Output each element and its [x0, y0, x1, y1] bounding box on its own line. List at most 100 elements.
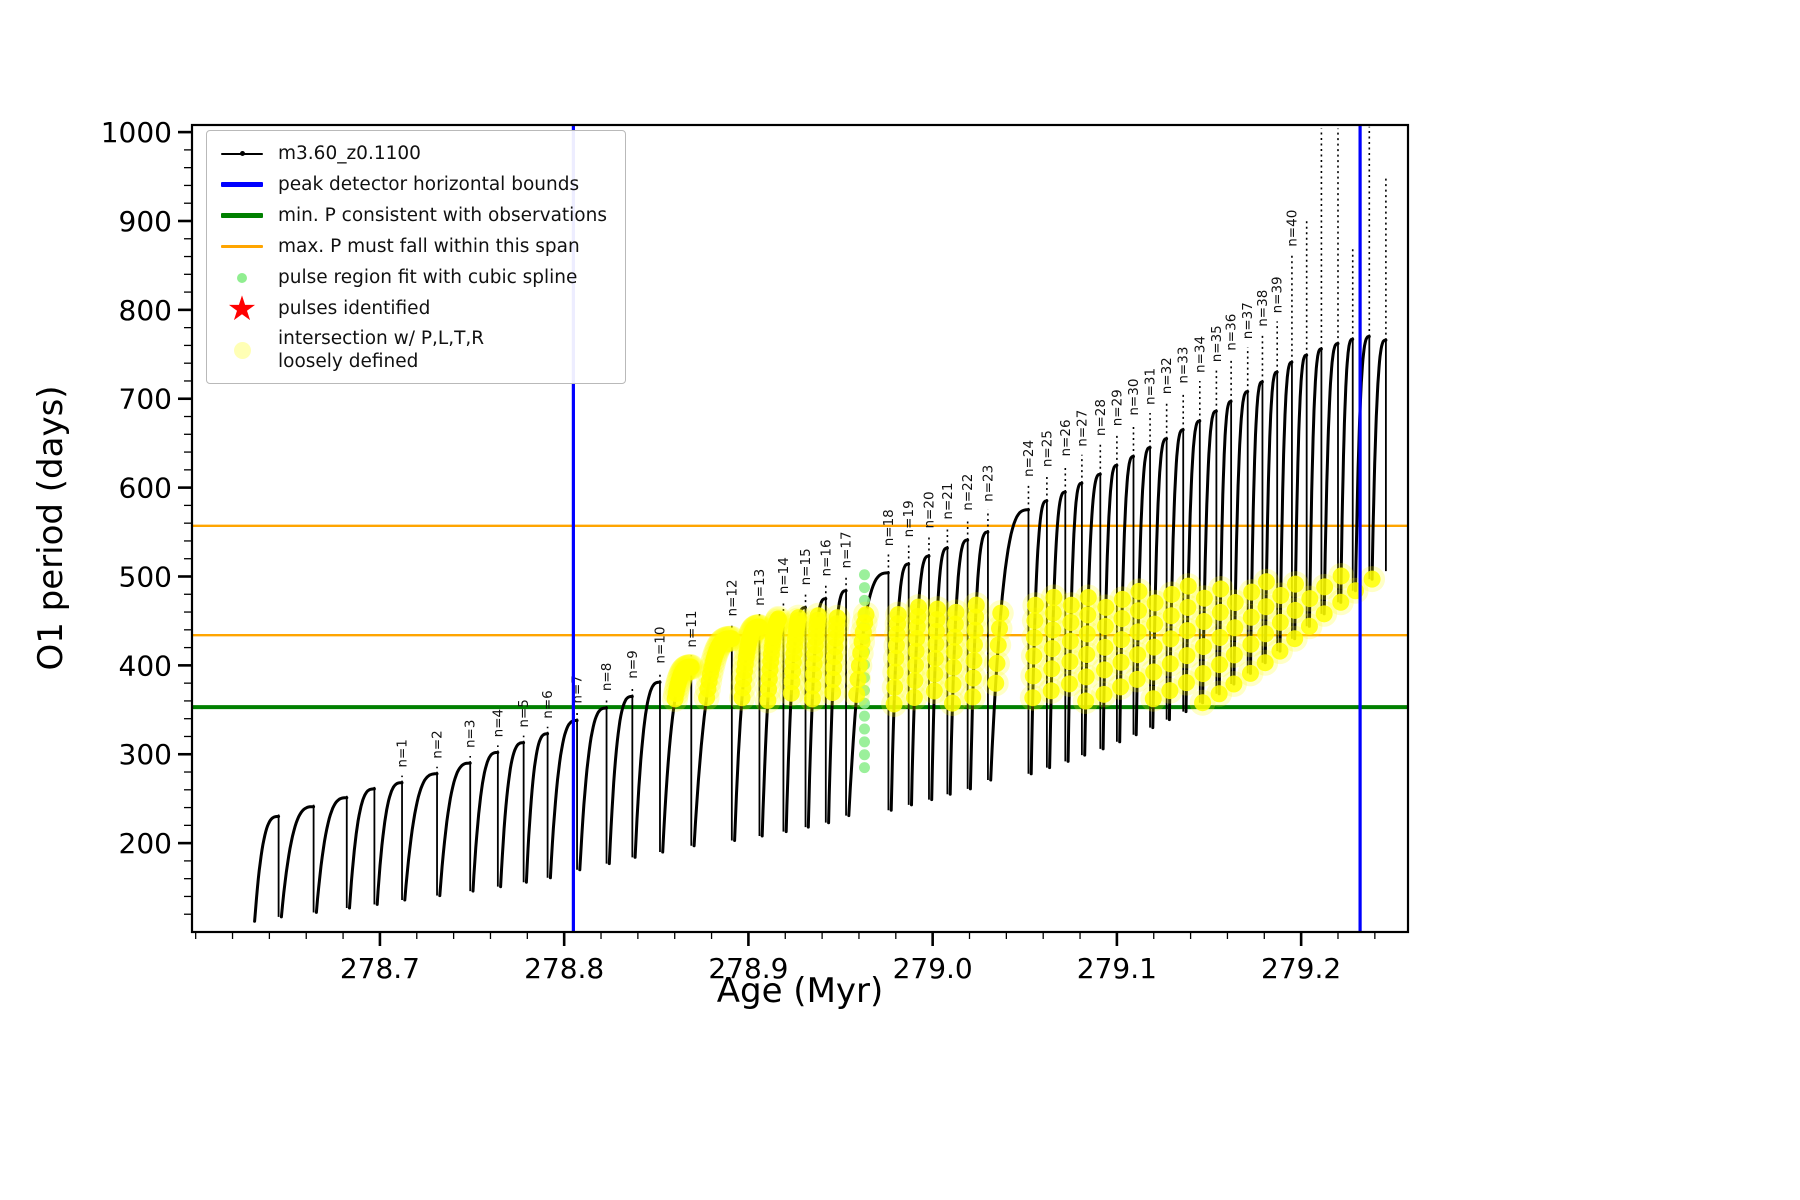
intersection-dot: [1163, 585, 1181, 603]
pulse-rise: [524, 732, 550, 884]
intersection-dot: [848, 685, 866, 703]
intersection-dot: [1128, 670, 1146, 688]
intersection-dot: [967, 608, 985, 626]
pulse-number-label: n=9: [625, 650, 641, 678]
y-tick-label: 900: [119, 205, 172, 238]
pulse-number-label: n=39: [1270, 276, 1286, 313]
dot-icon: [219, 272, 265, 283]
pulse-rise: [348, 787, 376, 910]
pulse-number-label: n=36: [1224, 314, 1240, 351]
intersection-dot: [1242, 635, 1260, 653]
pulse-rise: [1307, 347, 1323, 628]
intersection-dot: [849, 670, 867, 688]
pulse-number-labels: n=1 n=2 n=3 n=4 n=5 n=6n=7 n=8 n=9n=10 n=11n=12 n…: [395, 210, 1301, 768]
intersection-dot: [1210, 685, 1228, 703]
intersection-dot: [1045, 588, 1063, 606]
intersection-dot: [1060, 675, 1078, 693]
series-line-icon: [219, 151, 265, 156]
intersection-dot: [1145, 638, 1163, 656]
intersection-dot: [1211, 603, 1229, 621]
intersection-dot: [905, 688, 923, 706]
intersection-dot: [1077, 668, 1095, 686]
intersection-dot: [1316, 578, 1334, 596]
intersection-dot: [1146, 594, 1164, 612]
intersection-dot: [945, 658, 963, 676]
intersection-dot: [1363, 570, 1381, 588]
pulse-number-label: n=2: [430, 730, 446, 758]
pulse-number-label: n=3: [463, 720, 479, 748]
pulse-rise: [1293, 353, 1309, 641]
intersection-dot: [1178, 647, 1196, 665]
pulse-rise: [1232, 390, 1250, 686]
intersection-dot: [1130, 602, 1148, 620]
intersection-dot: [789, 609, 807, 627]
intersection-dot: [1332, 567, 1350, 585]
intersection-dots: [666, 567, 1381, 713]
thick-line-icon: [219, 213, 265, 218]
intersection-dot: [1129, 623, 1147, 641]
intersection-dot: [1257, 573, 1275, 591]
intersection-dot: [1286, 575, 1304, 593]
pulse-number-label: n=30: [1126, 379, 1142, 416]
intersection-dot: [947, 603, 965, 621]
intersection-dot: [907, 656, 925, 674]
x-tick-label: 279.2: [1261, 952, 1341, 985]
intersection-dot: [1077, 692, 1095, 710]
x-tick-label: 278.7: [340, 952, 420, 985]
pulse-rise: [1201, 409, 1218, 705]
intersection-dot: [1225, 675, 1243, 693]
legend-item-label: m3.60_z0.1100: [278, 142, 421, 164]
intersection-dot: [966, 636, 984, 654]
intersection-dot: [966, 621, 984, 639]
pulse-number-label: n=12: [724, 579, 740, 616]
pulse-rise: [607, 695, 634, 866]
intersection-dot: [1095, 685, 1113, 703]
legend-item-label: pulse region fit with cubic spline: [278, 266, 578, 288]
intersection-dot: [1096, 638, 1114, 656]
x-tick-label: 279.1: [1077, 952, 1157, 985]
intersection-dot: [1079, 589, 1097, 607]
pulse-number-label: n=19: [901, 500, 917, 537]
pulse-number-label: n=18: [881, 509, 897, 546]
pulse-number-label: n=29: [1109, 389, 1125, 426]
intersection-dot: [1177, 674, 1195, 692]
y-tick-label: 600: [119, 472, 172, 505]
y-tick-label: 700: [119, 383, 172, 416]
intersection-dot: [1095, 661, 1113, 679]
intersection-dot: [1113, 610, 1131, 628]
pulse-rise: [1354, 335, 1371, 593]
intersection-dot: [723, 630, 741, 648]
pulse-number-label: n=28: [1093, 399, 1109, 436]
pulse-number-label: n=27: [1074, 410, 1090, 447]
intersection-dot: [1179, 577, 1197, 595]
intersection-dot: [1178, 622, 1196, 640]
intersection-dot: [1044, 621, 1062, 639]
intersection-dot: [886, 663, 904, 681]
pulse-number-label: n=35: [1209, 325, 1225, 362]
intersection-dot: [1179, 598, 1197, 616]
intersection-dot: [964, 669, 982, 687]
pulse-rise: [578, 706, 608, 872]
intersection-dot: [1026, 612, 1044, 630]
intersection-dot: [828, 609, 846, 627]
x-tick-label: 278.9: [708, 952, 788, 985]
intersection-dot: [945, 643, 963, 661]
thick-line-icon: [219, 182, 265, 187]
pulse-number-label: n=24: [1021, 440, 1037, 477]
legend-item-1: m3.60_z0.1100: [219, 141, 607, 166]
spline-dot: [858, 710, 870, 722]
spline-dot: [858, 723, 870, 735]
pulse-number-label: n=37: [1240, 302, 1256, 339]
intersection-dot: [927, 635, 945, 653]
pulse-number-label: n=40: [1284, 210, 1300, 247]
intersection-dot: [1043, 640, 1061, 658]
plot-frame: [190, 123, 1410, 934]
intersection-dot: [1286, 601, 1304, 619]
x-tick-label: 279.0: [893, 952, 973, 985]
intersection-dot: [926, 665, 944, 683]
pulse-number-label: n=38: [1255, 290, 1271, 327]
intersection-dot: [1112, 653, 1130, 671]
pulse-rise: [1263, 370, 1279, 665]
